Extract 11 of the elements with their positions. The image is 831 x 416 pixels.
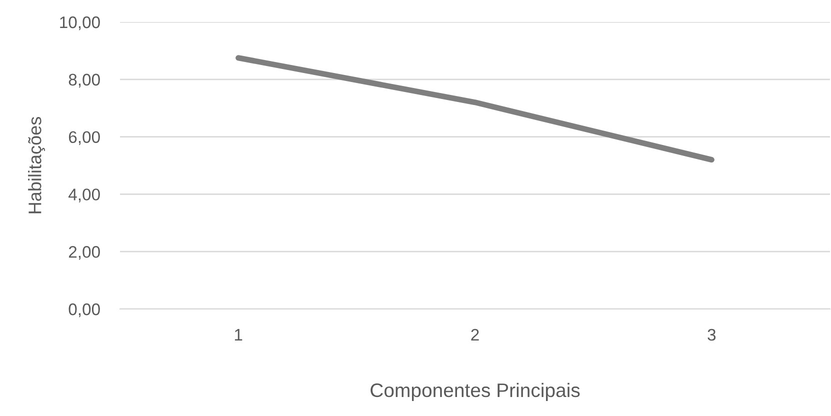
x-tick-label: 2 [471,328,479,341]
y-tick-label: 0,00 [68,303,100,318]
x-tick-label: 3 [708,328,716,341]
x-axis-title: Componentes Principais [370,382,580,401]
y-tick-label: 10,00 [60,16,100,30]
y-tick-label: 2,00 [68,246,100,260]
x-tick-label: 1 [234,329,242,341]
y-tick-label: 6,00 [68,131,100,145]
y-tick-label: 8,00 [68,74,100,88]
y-tick-label: 4,00 [68,188,100,202]
y-axis-title: Habilitações [28,116,45,214]
